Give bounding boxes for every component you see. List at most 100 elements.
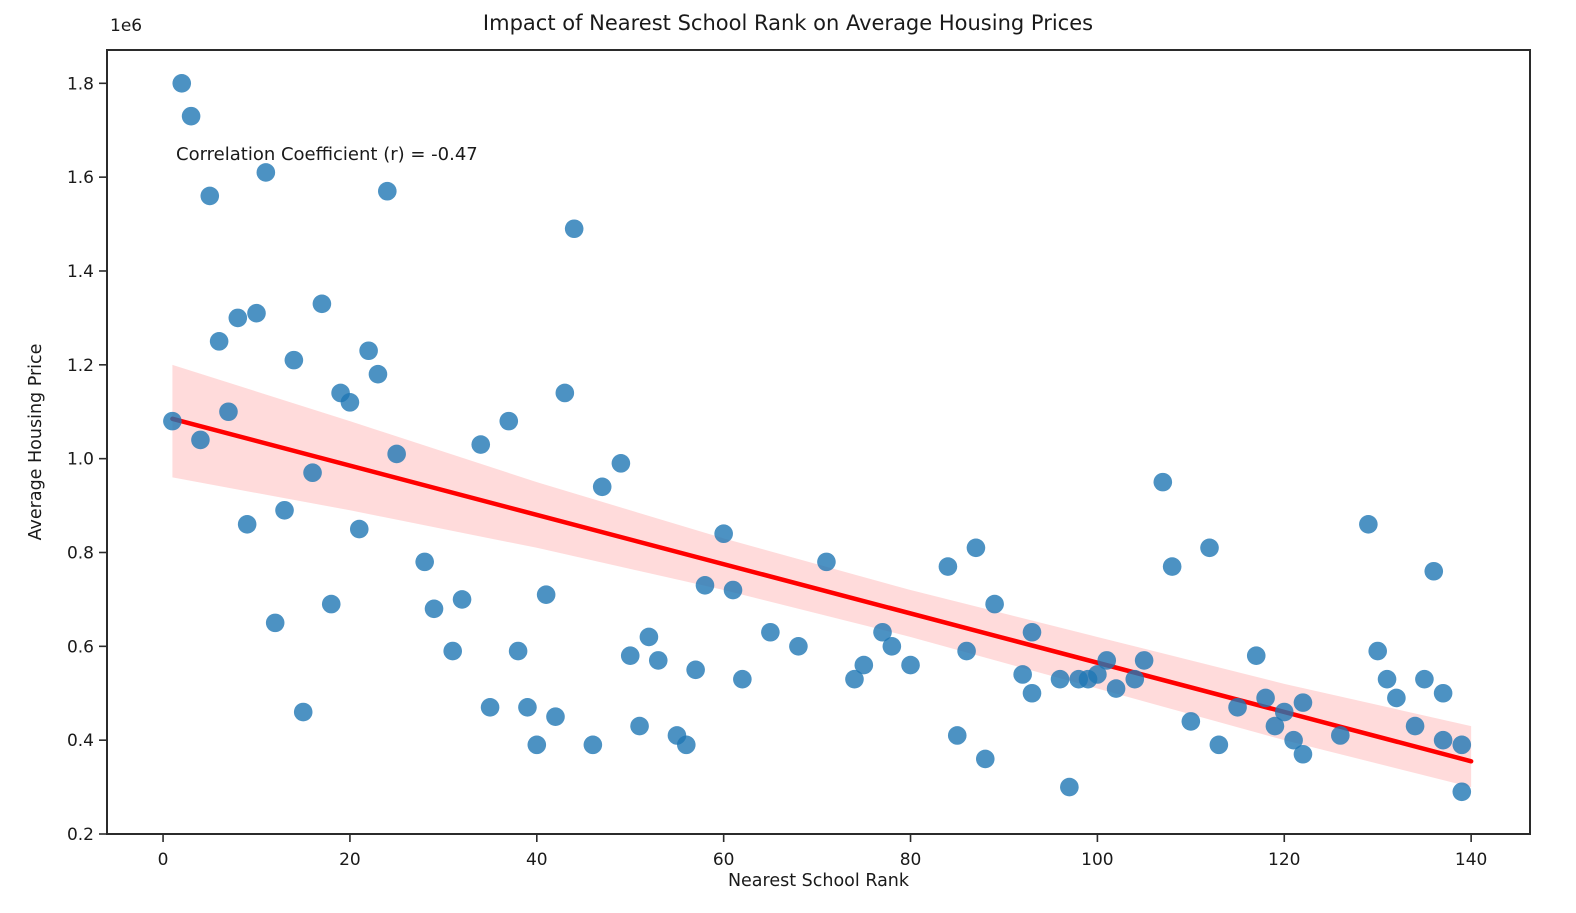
y-tick-label: 0.2 bbox=[67, 825, 94, 845]
scatter-point bbox=[695, 576, 715, 595]
scatter-point bbox=[536, 585, 556, 605]
scatter-point bbox=[686, 660, 705, 680]
scatter-point bbox=[1274, 702, 1294, 722]
y-axis-label: Average Housing Price bbox=[26, 343, 46, 541]
scatter-point bbox=[648, 651, 668, 670]
scatter-point bbox=[191, 430, 210, 450]
y-tick-label: 1.6 bbox=[67, 168, 94, 188]
scatter-point bbox=[1088, 665, 1107, 684]
scatter-point bbox=[583, 735, 603, 755]
scatter-point bbox=[639, 627, 659, 647]
scatter-point bbox=[237, 515, 257, 534]
x-tick-label: 80 bbox=[900, 850, 922, 870]
scatter-point bbox=[630, 716, 649, 736]
scatter-point bbox=[1153, 472, 1173, 492]
scatter-point bbox=[424, 599, 444, 619]
x-tick-label: 100 bbox=[1081, 850, 1113, 870]
scatter-point bbox=[349, 519, 369, 539]
scatter-point bbox=[200, 186, 220, 206]
scatter-point bbox=[882, 637, 902, 656]
x-tick-label: 40 bbox=[526, 850, 548, 870]
scatter-point bbox=[1181, 712, 1201, 731]
scatter-point bbox=[284, 350, 304, 370]
scatter-point bbox=[592, 477, 612, 497]
scatter-point bbox=[1293, 744, 1313, 764]
axes-spines bbox=[106, 49, 1531, 835]
scatter-point bbox=[1022, 683, 1042, 703]
chart-title: Impact of Nearest School Rank on Average… bbox=[482, 11, 1094, 35]
scatter-point bbox=[1265, 716, 1285, 736]
regression-line bbox=[170, 416, 1474, 764]
y-tick-label: 1.8 bbox=[67, 74, 94, 94]
y-tick-label: 1.4 bbox=[67, 262, 94, 282]
scatter-point bbox=[378, 181, 397, 201]
scatter-point bbox=[1359, 515, 1378, 534]
y-tick-label: 1.2 bbox=[67, 356, 94, 376]
scatter-point bbox=[901, 655, 920, 675]
scatter-point bbox=[947, 726, 967, 745]
scatter-point bbox=[247, 303, 266, 323]
scatter-point bbox=[527, 735, 547, 755]
scatter-point bbox=[1405, 716, 1425, 736]
y-tick-label: 0.6 bbox=[67, 637, 94, 657]
scatter-point bbox=[723, 580, 743, 600]
scatter-point bbox=[163, 411, 182, 431]
x-axis-label: Nearest School Rank bbox=[727, 871, 910, 891]
scatter-point bbox=[975, 749, 995, 769]
scatter-point bbox=[508, 641, 528, 661]
scatter-point bbox=[471, 435, 491, 454]
scatter-point bbox=[1433, 683, 1453, 703]
scatter-point bbox=[1106, 679, 1126, 698]
scatter-point bbox=[321, 594, 341, 614]
scatter-point bbox=[714, 524, 733, 544]
x-tick-label: 140 bbox=[1455, 850, 1487, 870]
scatter-point bbox=[1060, 777, 1079, 797]
scatter-point bbox=[1368, 641, 1388, 661]
scatter-point bbox=[265, 613, 285, 633]
scatter-point bbox=[181, 106, 201, 126]
x-tick-label: 0 bbox=[158, 850, 169, 870]
scatter-point bbox=[1209, 735, 1229, 755]
scatter-point bbox=[1200, 538, 1219, 558]
scatter-point bbox=[1246, 646, 1266, 666]
scatter-point bbox=[1387, 688, 1406, 708]
scatter-point bbox=[228, 308, 248, 328]
scatter-point bbox=[1097, 651, 1117, 670]
scatter-point bbox=[1162, 557, 1182, 576]
scatter-point bbox=[873, 622, 892, 642]
scatter-point bbox=[1013, 665, 1032, 684]
scatter-point bbox=[452, 590, 472, 609]
scatter-point bbox=[443, 641, 463, 661]
scatter-point bbox=[1228, 698, 1247, 717]
scatter-point bbox=[1331, 726, 1350, 745]
scatter-point bbox=[555, 383, 575, 403]
scatter-point bbox=[219, 402, 238, 422]
scatter-point bbox=[1134, 651, 1154, 670]
scatter-point bbox=[518, 698, 537, 717]
y-tick-label: 0.8 bbox=[67, 543, 94, 563]
scatter-point bbox=[620, 646, 640, 666]
scatter-point bbox=[1050, 669, 1070, 689]
scatter-point bbox=[340, 393, 360, 412]
scatter-point bbox=[1293, 693, 1313, 712]
scatter-point bbox=[1022, 622, 1042, 642]
scatter-point bbox=[938, 557, 958, 576]
scatter-point bbox=[480, 698, 500, 717]
scatter-point bbox=[209, 332, 229, 351]
scatter-point bbox=[172, 74, 192, 93]
scatter-point bbox=[789, 637, 808, 656]
scatter-point bbox=[1284, 730, 1303, 750]
scatter-point bbox=[985, 594, 1004, 614]
scatter-point bbox=[676, 735, 696, 755]
scatter-point bbox=[854, 655, 874, 675]
scatter-point bbox=[611, 454, 631, 473]
scatter-point bbox=[1433, 730, 1453, 750]
scatter-point bbox=[761, 622, 780, 642]
scatter-point bbox=[957, 641, 976, 661]
x-tick-label: 60 bbox=[713, 850, 735, 870]
scatter-point bbox=[1424, 561, 1444, 581]
scatter-point bbox=[387, 444, 406, 464]
scatter-point bbox=[564, 219, 584, 239]
